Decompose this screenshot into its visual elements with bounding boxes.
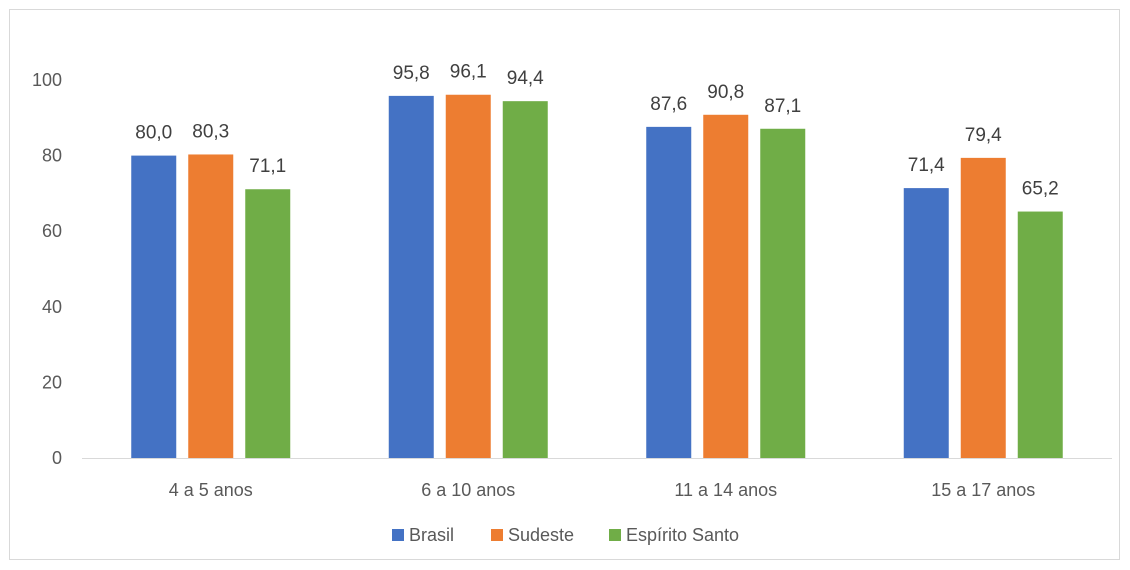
legend-label: Brasil bbox=[409, 525, 454, 545]
legend-swatch bbox=[609, 529, 621, 541]
data-label: 95,8 bbox=[393, 63, 430, 84]
data-label: 87,6 bbox=[650, 94, 687, 115]
bar bbox=[445, 94, 491, 458]
y-tick-label: 100 bbox=[32, 70, 62, 90]
bar bbox=[188, 154, 234, 458]
x-tick-label: 4 a 5 anos bbox=[169, 480, 253, 500]
data-label: 87,1 bbox=[764, 96, 801, 117]
data-label: 79,4 bbox=[965, 125, 1002, 146]
y-tick-label: 20 bbox=[42, 372, 62, 392]
x-axis: 4 a 5 anos 6 a 10 anos 11 a 14 anos 15 a 17… bbox=[169, 480, 1036, 500]
bar bbox=[903, 188, 949, 458]
legend-label: Espírito Santo bbox=[626, 525, 739, 545]
y-axis: 0 20 40 60 80 100 bbox=[32, 70, 62, 468]
y-tick-label: 0 bbox=[52, 448, 62, 468]
legend-swatch bbox=[392, 529, 404, 541]
x-tick-label: 11 a 14 anos bbox=[674, 480, 777, 500]
data-label: 65,2 bbox=[1022, 179, 1059, 200]
bar bbox=[131, 155, 177, 458]
y-tick-label: 40 bbox=[42, 297, 62, 317]
legend: Brasil Sudeste Espírito Santo bbox=[392, 525, 739, 545]
legend-swatch bbox=[491, 529, 503, 541]
bar bbox=[388, 95, 434, 458]
data-label: 80,3 bbox=[192, 121, 229, 142]
x-tick-label: 6 a 10 anos bbox=[421, 480, 515, 500]
data-label: 71,4 bbox=[908, 155, 945, 176]
bar bbox=[1017, 211, 1063, 458]
data-label: 71,1 bbox=[249, 156, 286, 177]
data-label: 90,8 bbox=[707, 82, 744, 103]
data-label: 80,0 bbox=[135, 123, 172, 144]
bar bbox=[646, 126, 692, 458]
data-labels: 80,0 80,3 71,1 95,8 96,1 94,4 87,6 90,8 87,1 71,4… bbox=[135, 62, 1058, 200]
data-label: 96,1 bbox=[450, 62, 487, 83]
data-label: 94,4 bbox=[507, 68, 544, 89]
y-tick-label: 80 bbox=[42, 146, 62, 166]
bar bbox=[960, 157, 1006, 459]
legend-label: Sudeste bbox=[508, 525, 574, 545]
bar bbox=[760, 128, 806, 458]
y-tick-label: 60 bbox=[42, 221, 62, 241]
bar bbox=[245, 189, 291, 458]
x-tick-label: 15 a 17 anos bbox=[931, 480, 1035, 500]
bars bbox=[131, 94, 1063, 459]
bar bbox=[703, 114, 749, 458]
bar bbox=[502, 101, 548, 458]
